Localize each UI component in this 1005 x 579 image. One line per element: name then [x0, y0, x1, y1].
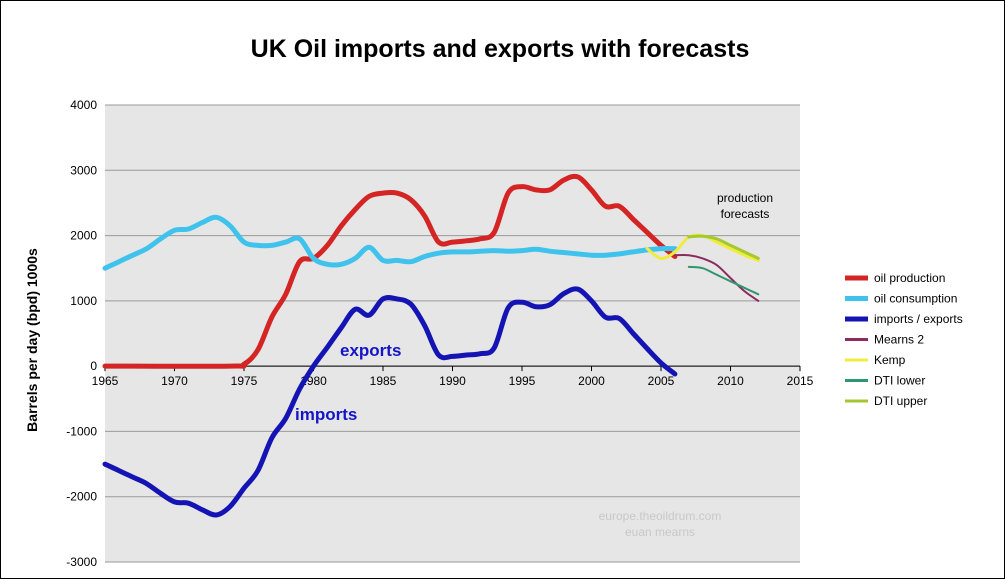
exports-annotation: exports — [340, 341, 401, 360]
x-tick-label: 2000 — [578, 374, 605, 388]
y-tick-label: 1000 — [70, 294, 97, 308]
x-tick-label: 1985 — [370, 374, 397, 388]
legend-label-kemp: Kemp — [874, 353, 906, 367]
watermark-line1: europe.theoildrum.com — [599, 509, 722, 523]
forecasts-annotation-line2: forecasts — [721, 207, 770, 221]
imports-annotation: imports — [295, 405, 357, 424]
y-tick-label: 0 — [90, 359, 97, 373]
y-tick-label: -3000 — [66, 555, 97, 569]
x-tick-label: 1970 — [161, 374, 188, 388]
x-tick-label: 1990 — [439, 374, 466, 388]
y-tick-label: -1000 — [66, 424, 97, 438]
legend-label-imports-exports: imports / exports — [874, 312, 963, 326]
series-line-oil-consumption — [102, 214, 678, 271]
legend-label-mearns-2: Mearns 2 — [874, 333, 924, 347]
y-tick-label: 3000 — [70, 163, 97, 177]
x-tick-label: 2010 — [717, 374, 744, 388]
x-tick-label: 1965 — [92, 374, 119, 388]
y-tick-label: -2000 — [66, 490, 97, 504]
x-tick-labels: 1965 1970 1975 1980 1985 1990 1995 2000 2005 2010… — [92, 366, 814, 388]
series-line-dti-lower — [687, 265, 760, 296]
y-tick-label: 4000 — [70, 98, 97, 112]
series-line-dti-upper — [687, 234, 760, 260]
plot-area — [105, 105, 800, 562]
y-axis-label: Barrels per day (bpd) 1000s — [24, 248, 40, 432]
x-tick-label: 1975 — [231, 374, 258, 388]
y-tick-labels: 4000 3000 2000 1000 0 -1000 -2000 -3000 — [66, 98, 97, 569]
legend-label-dti-lower: DTI lower — [874, 374, 925, 388]
series-line-oil-production — [102, 173, 678, 369]
series-line-imports-exports — [102, 286, 678, 518]
x-tick-label: 1995 — [509, 374, 536, 388]
legend-label-oil-production: oil production — [874, 271, 945, 285]
x-tick-label: 2015 — [787, 374, 814, 388]
watermark-line2: euan mearns — [625, 525, 695, 539]
legend: oil production oil consumption imports / e… — [845, 271, 963, 408]
y-tick-label: 2000 — [70, 229, 97, 243]
legend-label-oil-consumption: oil consumption — [874, 292, 957, 306]
legend-label-dti-upper: DTI upper — [874, 394, 927, 408]
series-lines — [102, 173, 760, 518]
forecasts-annotation-line1: production — [717, 191, 773, 205]
x-tick-label: 2005 — [648, 374, 675, 388]
series-line-mearns-2 — [673, 253, 760, 302]
chart-title: UK Oil imports and exports with forecast… — [251, 35, 750, 63]
